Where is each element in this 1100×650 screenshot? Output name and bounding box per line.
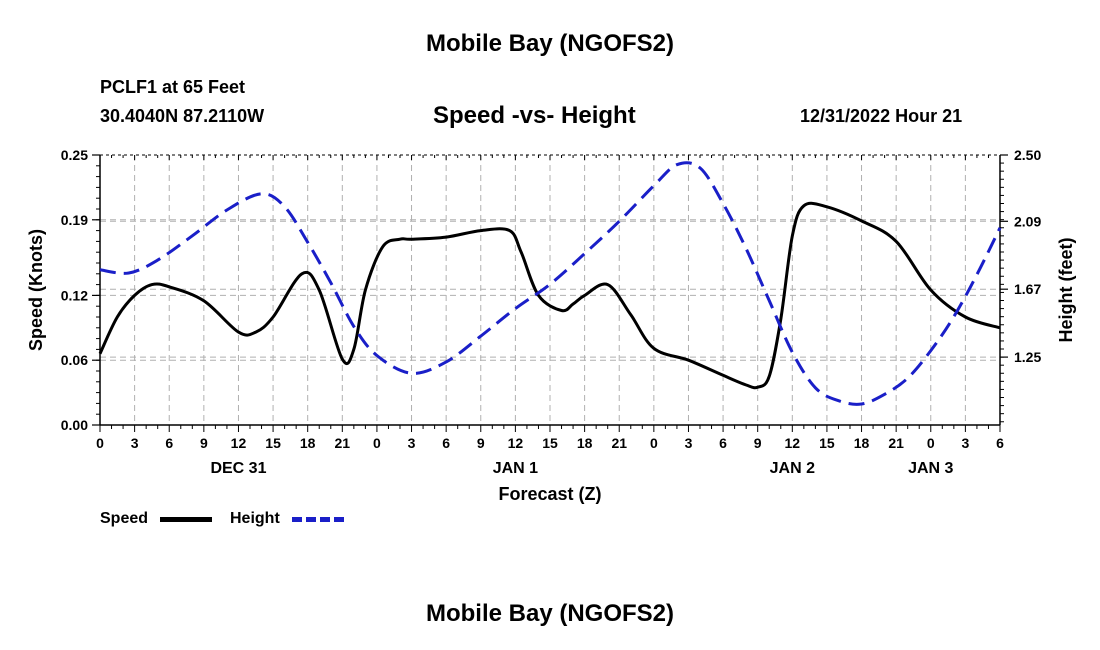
x-tick-label: 3 [961, 435, 969, 451]
day-label: JAN 3 [908, 460, 953, 477]
y-axis-title: Speed (Knots) [26, 229, 46, 351]
x-tick-label: 12 [785, 435, 801, 451]
footer-title: Mobile Bay (NGOFS2) [425, 600, 675, 627]
y-tick-label: 0.00 [61, 417, 88, 433]
x-tick-label: 0 [927, 435, 935, 451]
y2-tick-label: 1.25 [1014, 349, 1041, 365]
y2-axis-title: Height (feet) [1056, 238, 1076, 343]
x-axis-title: Forecast (Z) [498, 484, 601, 504]
station-label: PCLF1 at 65 Feet [100, 77, 246, 97]
x-tick-label: 6 [719, 435, 727, 451]
x-tick-label: 12 [231, 435, 247, 451]
x-tick-label: 0 [373, 435, 381, 451]
y-tick-label: 0.12 [61, 287, 88, 303]
y-tick-label: 0.25 [61, 147, 88, 163]
x-tick-label: 6 [996, 435, 1004, 451]
day-label: DEC 31 [210, 460, 266, 477]
x-tick-label: 0 [96, 435, 104, 451]
y2-tick-label: 2.09 [1014, 213, 1041, 229]
y2-tick-label: 1.67 [1014, 281, 1041, 297]
x-tick-label: 15 [819, 435, 835, 451]
legend-speed-label: Speed [100, 510, 149, 527]
coordinates-label: 30.4040N 87.2110W [100, 106, 265, 126]
x-tick-label: 21 [611, 435, 627, 451]
series-line-speed [98, 201, 1001, 390]
y-tick-label: 0.19 [61, 212, 88, 228]
x-tick-label: 3 [685, 435, 693, 451]
legend-speed-swatch [160, 517, 212, 522]
x-tick-label: 15 [265, 435, 281, 451]
x-tick-label: 18 [300, 435, 316, 451]
series-line-height [99, 161, 1002, 406]
x-tick-label: 9 [477, 435, 485, 451]
x-tick-label: 18 [854, 435, 870, 451]
x-tick-label: 21 [888, 435, 904, 451]
chart-title: Mobile Bay (NGOFS2) [425, 30, 675, 57]
x-tick-label: 6 [442, 435, 450, 451]
x-tick-label: 3 [131, 435, 139, 451]
y-tick-label: 0.06 [61, 352, 88, 368]
legend-height-label: Height [230, 510, 280, 527]
x-tick-label: 0 [650, 435, 658, 451]
timestamp-label: 12/31/2022 Hour 21 [800, 106, 963, 126]
day-label: JAN 1 [493, 460, 538, 477]
x-tick-label: 18 [577, 435, 593, 451]
x-tick-label: 9 [754, 435, 762, 451]
x-tick-label: 21 [335, 435, 351, 451]
x-tick-label: 15 [542, 435, 558, 451]
x-tick-label: 9 [200, 435, 208, 451]
chart-subtitle: Speed -vs- Height [433, 102, 636, 129]
x-tick-label: 3 [408, 435, 416, 451]
y2-tick-label: 2.50 [1014, 147, 1041, 163]
x-tick-label: 6 [165, 435, 173, 451]
day-label: JAN 2 [770, 460, 815, 477]
legend-height-swatch [292, 517, 344, 522]
x-tick-label: 12 [508, 435, 524, 451]
